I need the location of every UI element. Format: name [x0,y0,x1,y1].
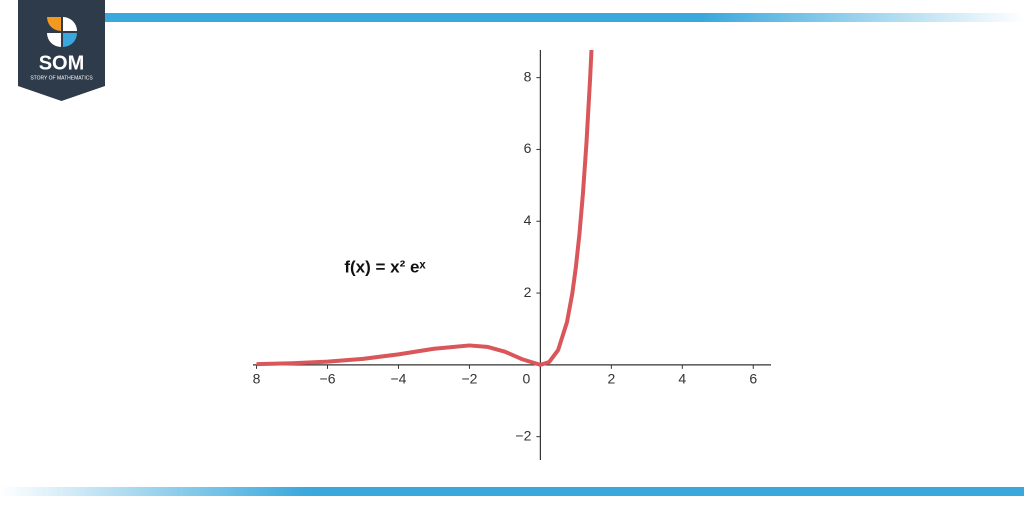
x-tick-label: 0 [522,371,530,387]
logo-shield [18,0,105,101]
logo-icon [47,33,61,47]
annotation: f(x) = x² eˣ [344,257,426,276]
logo-title: SOM [39,52,85,74]
y-tick-label: 4 [524,212,532,228]
top-bar [105,13,1024,22]
y-tick-label: 2 [524,284,532,300]
y-tick-label: 6 [524,140,532,156]
logo-icon [63,33,77,47]
logo-subtitle: STORY OF MATHEMATICS [30,75,93,81]
y-tick-label: −2 [515,427,531,443]
logo-icon [47,17,61,31]
logo-icon [63,17,77,31]
x-tick-label: −4 [390,371,406,387]
bottom-bar [0,487,1024,496]
x-tick-label: 6 [749,371,757,387]
logo: SOM STORY OF MATHEMATICS [18,0,105,101]
curve [256,50,594,367]
x-tick-label: 2 [607,371,615,387]
y-tick-label: 8 [524,68,532,84]
x-tick-label: −2 [461,371,477,387]
x-tick-label: 8 [253,371,261,387]
x-tick-label: −6 [320,371,336,387]
x-tick-label: 4 [678,371,686,387]
